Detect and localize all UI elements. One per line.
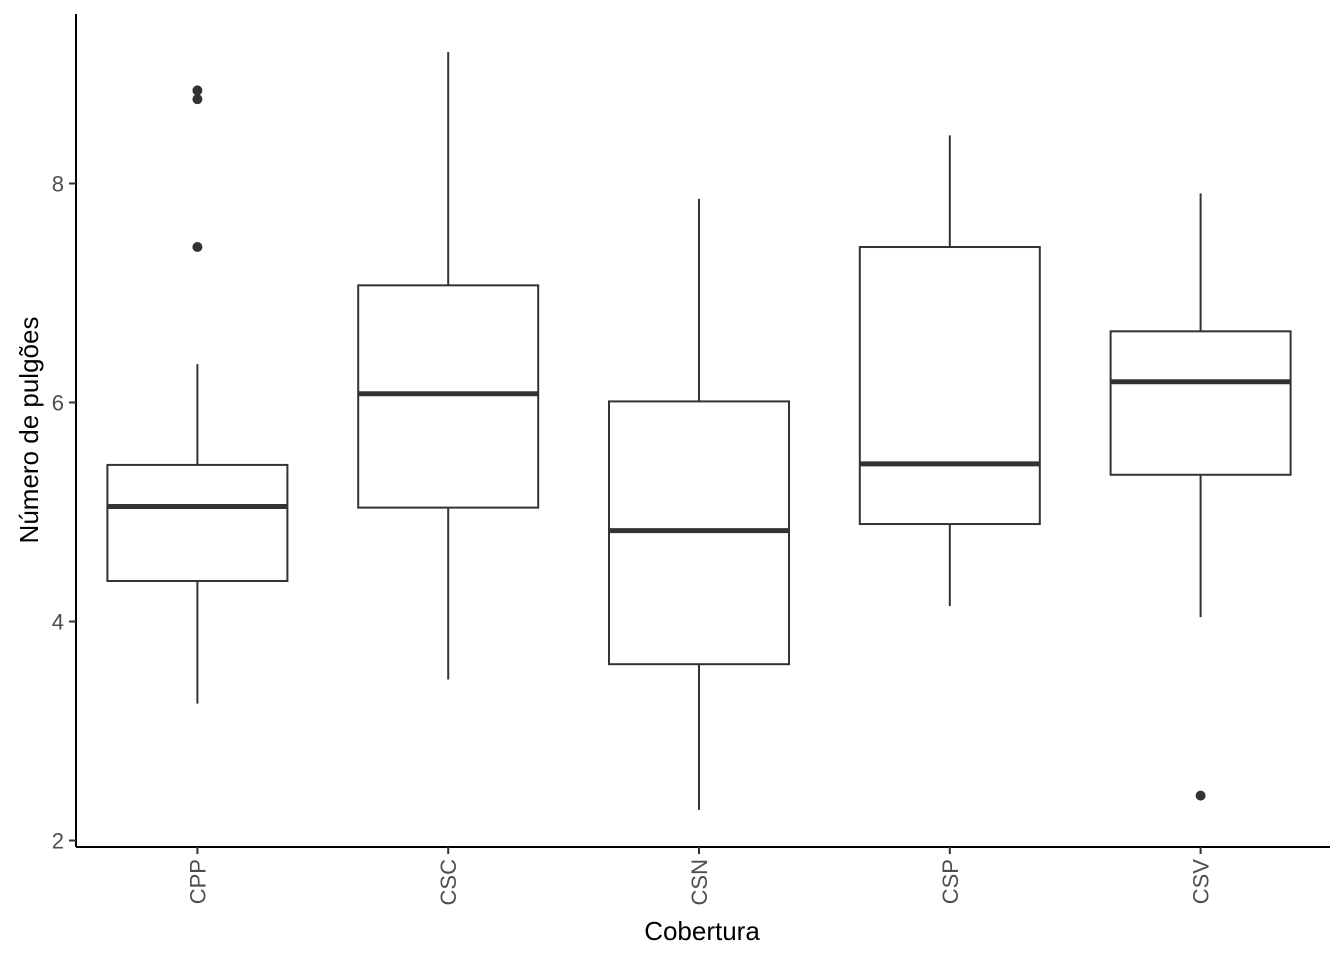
y-ticks: 2 4 6 8 xyxy=(52,172,76,854)
y-tick-label: 4 xyxy=(52,610,64,635)
y-tick-label: 6 xyxy=(52,391,64,416)
box-iqr xyxy=(106,463,289,582)
box-iqr xyxy=(1109,330,1292,476)
x-tick-label: CSN xyxy=(687,859,712,905)
x-tick-label: CPP xyxy=(185,859,210,904)
x-tick-label: CSV xyxy=(1189,859,1214,905)
x-ticks: CPP CSC CSN CSP CSV xyxy=(185,847,1214,906)
box-csn xyxy=(608,198,790,810)
box-cpp xyxy=(106,85,289,704)
box-csv xyxy=(1109,193,1292,801)
box-csp xyxy=(858,135,1041,607)
x-tick-label: CSP xyxy=(938,859,963,904)
plot-area xyxy=(106,52,1292,810)
outlier-point xyxy=(192,85,203,96)
outlier-point xyxy=(1195,790,1206,801)
y-tick-label: 8 xyxy=(52,172,64,197)
box-csc xyxy=(357,52,540,680)
outlier-point xyxy=(192,94,203,105)
box-iqr xyxy=(357,284,540,509)
x-tick-label: CSC xyxy=(436,859,461,906)
outlier-point xyxy=(192,242,203,253)
y-tick-label: 2 xyxy=(52,829,64,854)
box-iqr xyxy=(858,246,1041,526)
y-axis-title: Número de pulgões xyxy=(14,317,44,544)
axes xyxy=(75,14,1330,848)
x-axis-title: Cobertura xyxy=(644,916,760,946)
